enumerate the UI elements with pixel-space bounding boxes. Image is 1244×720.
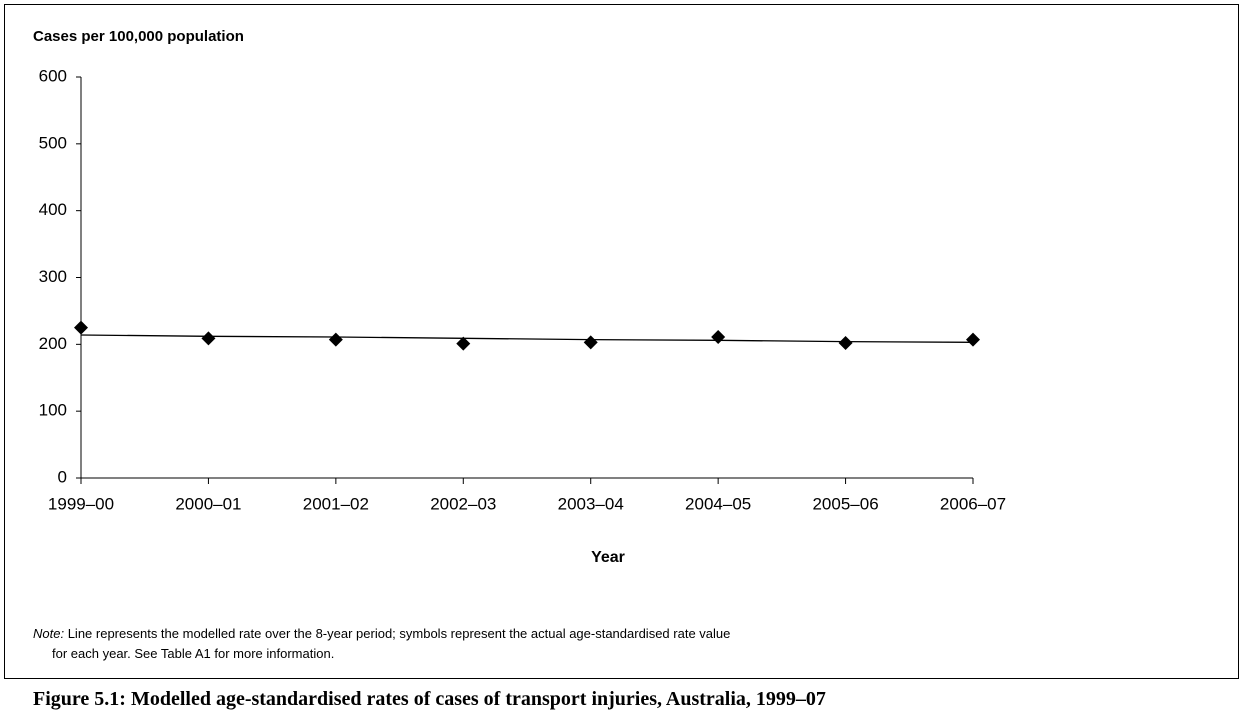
marker xyxy=(838,335,853,350)
x-tick-label: 2001–02 xyxy=(303,494,369,513)
note-label: Note: xyxy=(33,626,65,641)
y-tick-label: 300 xyxy=(39,267,67,286)
x-tick-label: 2000–01 xyxy=(175,494,241,513)
y-tick-label: 500 xyxy=(39,133,67,152)
x-tick-label: 2005–06 xyxy=(812,494,878,513)
x-axis-label: Year xyxy=(591,549,625,566)
marker xyxy=(328,332,343,347)
marker xyxy=(456,336,471,351)
y-tick-label: 400 xyxy=(39,200,67,219)
x-tick-label: 2006–07 xyxy=(940,494,1006,513)
x-tick-label: 2004–05 xyxy=(685,494,751,513)
y-tick-label: 0 xyxy=(58,467,67,486)
caption: Figure 5.1: Modelled age-standardised ra… xyxy=(33,688,826,710)
marker xyxy=(74,320,88,335)
x-tick-label: 1999–00 xyxy=(48,494,114,513)
note-line: Note: Line represents the modelled rate … xyxy=(33,626,730,641)
y-tick-label: 600 xyxy=(39,66,67,85)
x-tick-label: 2002–03 xyxy=(430,494,496,513)
frame xyxy=(4,4,1239,679)
x-tick-label: 2003–04 xyxy=(558,494,624,513)
note-text: Line represents the modelled rate over t… xyxy=(67,626,731,641)
y-tick-label: 200 xyxy=(39,334,67,353)
y-tick-label: 100 xyxy=(39,401,67,420)
note-line: for each year. See Table A1 for more inf… xyxy=(52,646,335,661)
marker xyxy=(201,331,216,346)
marker xyxy=(966,332,980,347)
trend-line xyxy=(80,334,974,343)
y-axis-label: Cases per 100,000 population xyxy=(33,28,244,45)
marker xyxy=(711,329,726,344)
marker xyxy=(583,335,598,350)
